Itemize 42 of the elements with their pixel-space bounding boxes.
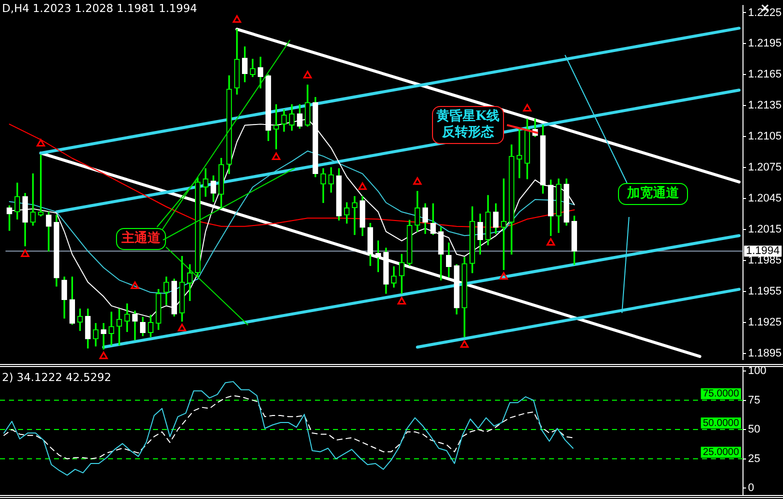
ref-line-label: 1.1994 (746, 245, 780, 258)
ref-line-label: 50.0000 (702, 418, 740, 429)
candlestick (30, 173, 36, 226)
y-tick-label: 25 (748, 452, 760, 465)
y-tick-label: 1.2015 (748, 223, 782, 236)
y-tick-label: 1.1925 (748, 316, 782, 328)
point (303, 70, 312, 78)
point (99, 352, 108, 360)
annotation: 主通道 (116, 228, 166, 250)
y-tick-label: 1.1895 (748, 347, 782, 360)
y-tick-label: 1.2225 (748, 6, 782, 19)
annotation: 加宽通道 (618, 183, 688, 205)
point (130, 281, 140, 289)
candlestick (100, 323, 106, 350)
point (397, 296, 406, 304)
y-tick-label: 75 (748, 394, 760, 406)
point (499, 272, 508, 280)
y-tick-label: 50 (748, 424, 760, 436)
y-tick-label: 1.2195 (748, 38, 782, 50)
y-tick-label: 1.2165 (748, 68, 782, 81)
ref-line-label: 75.0000 (702, 388, 740, 400)
point (20, 249, 30, 257)
ref-line-label: 25.0000 (702, 447, 740, 458)
annotation: 黄昏星K线反转形态 (432, 106, 504, 144)
point (232, 15, 242, 23)
line-series (3, 395, 574, 460)
y-tick-label: 0 (748, 482, 754, 494)
y-tick-label: 1.1955 (748, 285, 782, 298)
point (36, 139, 46, 147)
y-tick-label: 1.2105 (748, 130, 782, 143)
y-tick-label: 1.2075 (748, 162, 782, 174)
chart-title: D,H4 1.2023 1.2028 1.1981 1.1994 (2, 2, 198, 15)
point (546, 238, 555, 246)
y-tick-label: 1.2045 (748, 192, 782, 205)
point (413, 177, 422, 185)
text: 2) 34.1222 42.5292 (2, 371, 112, 384)
y-tick-label: 1.2135 (748, 100, 782, 112)
point (460, 340, 469, 348)
point (272, 152, 280, 160)
point (358, 182, 367, 190)
point (523, 104, 532, 112)
point (178, 324, 186, 332)
